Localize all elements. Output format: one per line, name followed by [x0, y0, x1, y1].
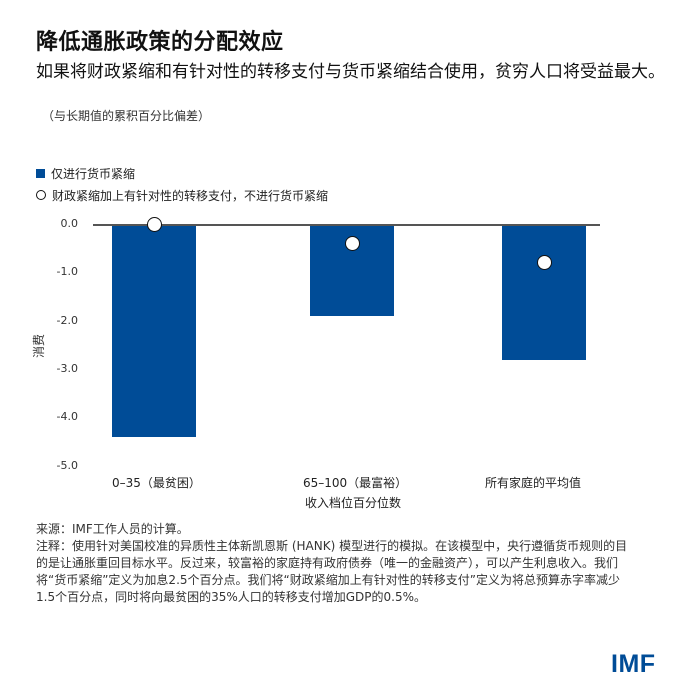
zero-line [93, 224, 600, 226]
footnote: 注释：使用针对美国校准的异质性主体新凯恩斯 (HANK) 模型进行的模拟。在该模… [36, 539, 628, 604]
bar [502, 224, 586, 360]
unit-note: （与长期值的累积百分比偏差） [42, 109, 211, 123]
chart-title: 降低通胀政策的分配效应 [36, 30, 284, 55]
source-note: 来源：IMF工作人员的计算。 [36, 522, 189, 536]
notes: 来源：IMF工作人员的计算。 注释：使用针对美国校准的异质性主体新凯恩斯 (HA… [36, 521, 636, 606]
x-tick: 65–100（最富裕） [303, 476, 408, 490]
y-axis-label: 消费 [32, 333, 46, 358]
y-tick: -2.0 [56, 314, 78, 327]
y-tick: -3.0 [56, 362, 78, 375]
legend: 仅进行货币紧缩 财政紧缩加上有针对性的转移支付，不进行货币紧缩 [36, 162, 328, 206]
x-tick: 0–35（最贫困） [112, 476, 201, 490]
y-tick: 0.0 [60, 217, 79, 230]
data-point [146, 216, 162, 232]
bar [112, 224, 196, 437]
data-point [344, 235, 360, 251]
legend-item-monetary: 仅进行货币紧缩 [36, 162, 328, 184]
x-axis-label: 收入档位百分位数 [305, 496, 402, 510]
legend-label: 财政紧缩加上有针对性的转移支付，不进行货币紧缩 [52, 188, 329, 203]
data-point [536, 255, 552, 271]
legend-item-fiscal: 财政紧缩加上有针对性的转移支付，不进行货币紧缩 [36, 184, 328, 206]
y-tick: -5.0 [56, 459, 78, 472]
y-tick: -4.0 [56, 410, 78, 423]
chart-subtitle: 如果将财政紧缩和有针对性的转移支付与货币紧缩结合使用，贫穷人口将受益最大。 [36, 62, 665, 82]
imf-logo: IMF [611, 650, 656, 678]
x-tick: 所有家庭的平均值 [485, 476, 582, 490]
square-marker-icon [36, 168, 45, 178]
legend-label: 仅进行货币紧缩 [51, 166, 136, 181]
hollow-circle-marker-icon [36, 190, 46, 200]
y-tick: -1.0 [56, 265, 78, 278]
